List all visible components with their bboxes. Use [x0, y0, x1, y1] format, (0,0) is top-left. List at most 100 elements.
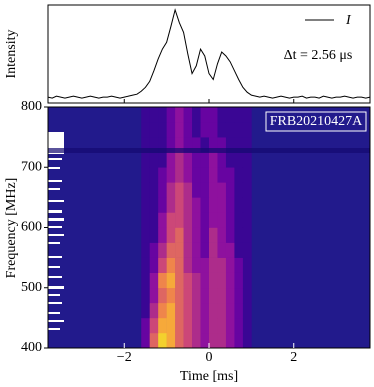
heatmap-cell — [158, 332, 167, 349]
heatmap-cell — [225, 152, 235, 168]
heatmap-cell — [217, 152, 227, 168]
y-tick-label: 500 — [21, 280, 42, 295]
heatmap-cell — [242, 197, 252, 213]
heatmap-cell — [242, 152, 252, 168]
heatmap-cell — [234, 182, 244, 198]
heatmap-cell — [158, 242, 167, 258]
heatmap-cell — [166, 272, 176, 289]
heatmap-cell — [242, 257, 252, 273]
heatmap-cell — [242, 167, 252, 183]
heatmap-cell — [200, 332, 210, 349]
heatmap-cell — [183, 332, 193, 349]
x-tick-label: −2 — [117, 350, 132, 365]
heatmap-cell — [242, 332, 252, 349]
heatmap-cell — [166, 212, 176, 228]
heatmap-cell — [217, 272, 227, 289]
heatmap-cell — [183, 227, 193, 243]
heatmap-cell — [149, 152, 159, 168]
heatmap-cell — [192, 152, 201, 168]
heatmap-cell — [192, 197, 201, 213]
heatmap-cell — [175, 122, 184, 138]
heatmap-cell — [192, 212, 201, 228]
x-tick-label: 0 — [206, 350, 213, 365]
heatmap-cell — [158, 152, 167, 168]
heatmap-cell — [242, 317, 252, 334]
heatmap-cell — [209, 167, 218, 183]
heatmap-cell — [234, 272, 244, 289]
heatmap-cell — [175, 152, 184, 168]
heatmap-cell — [158, 257, 167, 273]
label-box — [265, 111, 367, 132]
heatmap-cell — [209, 317, 218, 334]
heatmap-cell — [183, 137, 193, 153]
heatmap-cell — [175, 302, 184, 319]
heatmap-cell — [225, 257, 235, 273]
heatmap-cell — [158, 107, 167, 123]
heatmap-cell — [242, 137, 252, 153]
heatmap-cell — [149, 227, 159, 243]
heatmap-cell — [166, 137, 176, 153]
heatmap-cell — [217, 287, 227, 304]
heatmap-cell — [141, 302, 150, 319]
heatmap-cell — [200, 212, 210, 228]
heatmap-cell — [166, 242, 176, 258]
heatmap-cell — [141, 272, 150, 289]
heatmap-cell — [183, 152, 193, 168]
heatmap-cell — [175, 107, 184, 123]
heatmap-cell — [149, 317, 159, 334]
heatmap-cell — [225, 272, 235, 289]
heatmap-cell — [234, 107, 244, 123]
heatmap-cell — [200, 182, 210, 198]
heatmap-cell — [141, 182, 150, 198]
heatmap-cell — [234, 332, 244, 349]
x-tick-label: 2 — [290, 350, 297, 365]
heatmap-cell — [166, 122, 176, 138]
heatmap-cell — [158, 212, 167, 228]
heatmap-cell — [225, 332, 235, 349]
heatmap-cell — [158, 227, 167, 243]
heatmap-cell — [149, 107, 159, 123]
heatmap-cell — [158, 197, 167, 213]
heatmap-cell — [149, 242, 159, 258]
heatmap-cell — [234, 257, 244, 273]
heatmap-cell — [158, 287, 167, 304]
heatmap-cell — [166, 167, 176, 183]
heatmap-cell — [192, 122, 201, 138]
heatmap-cell — [192, 182, 201, 198]
heatmap-cell — [175, 137, 184, 153]
heatmap-cell — [225, 137, 235, 153]
y-axis-label: Frequency [MHz] — [4, 178, 19, 279]
annotation: Δt = 2.56 μs — [284, 48, 353, 63]
heatmap-cell — [175, 242, 184, 258]
heatmap-cell — [200, 287, 210, 304]
heatmap-cell — [175, 167, 184, 183]
source-label: FRB20210427A — [270, 114, 363, 129]
masked-band — [48, 148, 370, 153]
heatmap-cell — [149, 212, 159, 228]
heatmap-cell — [192, 242, 201, 258]
heatmap-cell — [158, 167, 167, 183]
heatmap-cell — [200, 227, 210, 243]
heatmap-cell — [234, 167, 244, 183]
heatmap-cell — [209, 152, 218, 168]
y-tick-label: 700 — [21, 159, 42, 174]
heatmap-cell — [192, 332, 201, 349]
heatmap-cell — [149, 167, 159, 183]
heatmap-cell — [192, 107, 201, 123]
heatmap-cell — [149, 302, 159, 319]
heatmap-cell — [166, 197, 176, 213]
heatmap-cell — [149, 182, 159, 198]
heatmap-cell — [175, 332, 184, 349]
heatmap-cell — [141, 107, 150, 123]
heatmap-cell — [234, 302, 244, 319]
heatmap-cell — [183, 122, 193, 138]
heatmap-cell — [200, 302, 210, 319]
heatmap-cell — [217, 257, 227, 273]
heatmap-cell — [200, 272, 210, 289]
heatmap-cell — [225, 302, 235, 319]
heatmap-cell — [200, 167, 210, 183]
heatmap-cell — [209, 302, 218, 319]
heatmap-cell — [158, 272, 167, 289]
legend-label: I — [345, 13, 352, 28]
